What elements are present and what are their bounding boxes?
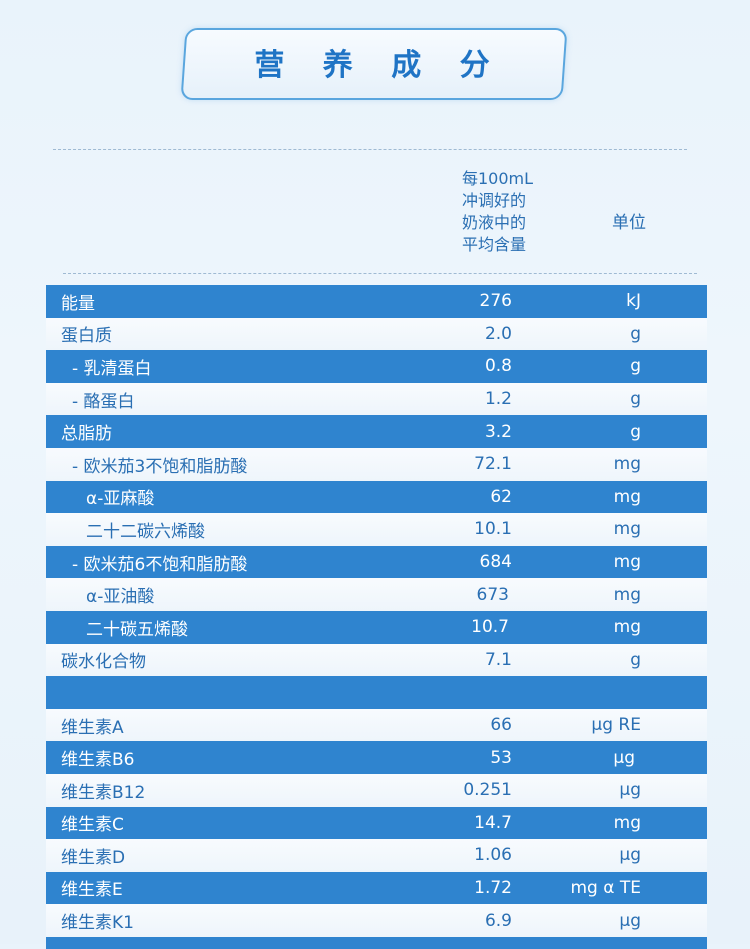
table-row: - 欧米茄6不饱和脂肪酸 684 mg — [46, 545, 707, 579]
nutrient-value: 10.7 — [471, 617, 509, 638]
nutrient-value: 673 — [476, 584, 509, 605]
nutrient-unit: g — [630, 323, 641, 344]
nutrient-name: 蛋白质 — [61, 326, 112, 347]
nutrient-name: - 酪蛋白 — [72, 391, 135, 412]
nutrient-unit: μg — [619, 910, 641, 931]
nutrient-name: 维生素K1 — [61, 913, 134, 934]
nutrient-value: 2.0 — [484, 323, 512, 344]
nutrient-unit: μg — [619, 780, 641, 801]
table-row: α-亚油酸 673 mg — [46, 578, 707, 611]
table-row: 二十二碳六烯酸 10.1 mg — [46, 513, 707, 546]
nutrient-value: 1.72 — [474, 877, 512, 898]
nutrient-name: 维生素E — [61, 880, 123, 901]
table-row: - 酪蛋白 1.2 g — [46, 382, 707, 416]
nutrient-name: α-亚麻酸 — [86, 489, 155, 510]
nutrient-value: 0.8 — [484, 356, 512, 377]
amount-column-header: 每100mL 冲调好的 奶液中的 平均含量 — [462, 168, 562, 256]
divider-top — [53, 149, 687, 150]
amount-header-line: 每100mL — [462, 169, 534, 188]
nutrient-value: 53 — [490, 747, 512, 768]
table-row: 维生素D 1.06 μg — [46, 839, 707, 872]
table-row: 二十碳五烯酸 10.7 mg — [46, 610, 707, 644]
nutrient-unit: mg — [613, 617, 641, 638]
nutrient-value: 10.1 — [474, 519, 512, 540]
nutrient-name: 维生素B12 — [61, 782, 146, 803]
unit-column-header: 单位 — [612, 213, 646, 233]
nutrient-name: 总脂肪 — [61, 424, 112, 445]
amount-header-line: 平均含量 — [462, 235, 527, 254]
table-row-partial — [46, 936, 707, 949]
table-row: 蛋白质 2.0 g — [46, 317, 707, 351]
table-row: 维生素B6 53 μg — [46, 741, 707, 774]
nutrient-value: 66 — [490, 715, 512, 736]
nutrient-unit: mg — [613, 519, 641, 540]
nutrient-value: 62 — [490, 486, 512, 507]
divider-header — [63, 273, 697, 274]
table-row: - 欧米茄3不饱和脂肪酸 72.1 mg — [46, 447, 707, 481]
nutrient-unit: mg — [613, 584, 641, 605]
nutrient-value: 3.2 — [484, 421, 512, 442]
nutrient-value: 14.7 — [474, 812, 512, 833]
nutrient-value: 7.1 — [484, 649, 512, 670]
nutrient-name: 碳水化合物 — [61, 652, 146, 673]
table-row: α-亚麻酸 62 mg — [46, 480, 707, 514]
table-row: 维生素K1 6.9 μg — [46, 904, 707, 937]
table-row: 维生素B12 0.251 μg — [46, 773, 707, 807]
nutrient-unit: g — [630, 421, 641, 442]
nutrient-name: - 欧米茄3不饱和脂肪酸 — [72, 456, 248, 477]
nutrition-table: 能量 276 kJ 蛋白质 2.0 g - 乳清蛋白 0.8 g - 酪蛋白 1… — [46, 285, 707, 949]
nutrient-unit: g — [630, 649, 641, 670]
table-row: 总脂肪 3.2 g — [46, 415, 707, 448]
nutrient-name: 二十碳五烯酸 — [86, 619, 188, 640]
nutrient-unit: mg — [613, 486, 641, 507]
nutrient-unit: mg — [613, 454, 641, 475]
nutrient-name: - 乳清蛋白 — [72, 358, 152, 379]
nutrient-name: α-亚油酸 — [86, 587, 155, 608]
nutrient-name: - 欧米茄6不饱和脂肪酸 — [72, 554, 248, 575]
nutrient-unit: g — [630, 389, 641, 410]
nutrient-name: 二十二碳六烯酸 — [86, 521, 205, 542]
nutrient-name: 维生素C — [61, 815, 124, 836]
nutrient-name: 维生素D — [61, 847, 126, 868]
nutrient-value: 72.1 — [474, 454, 512, 475]
nutrient-unit: mg — [613, 812, 641, 833]
nutrient-unit: kJ — [626, 291, 641, 312]
table-row: 碳水化合物 7.1 g — [46, 643, 707, 677]
nutrient-value: 0.251 — [463, 780, 512, 801]
nutrient-name: 维生素B6 — [61, 750, 135, 771]
nutrient-unit: mg — [613, 552, 641, 573]
nutrient-value: 1.06 — [474, 845, 512, 866]
nutrient-unit: μg RE — [591, 715, 641, 736]
table-row: 维生素E 1.72 mg α TE — [46, 871, 707, 905]
nutrient-unit: μg — [619, 845, 641, 866]
amount-header-line: 奶液中的 — [462, 213, 527, 232]
nutrient-unit: μg — [613, 747, 635, 768]
nutrient-value: 1.2 — [484, 389, 512, 410]
nutrient-unit: mg α TE — [570, 877, 642, 898]
page-title: 营 养 成 分 — [254, 48, 504, 83]
nutrient-value: 6.9 — [484, 910, 512, 931]
nutrient-name: 维生素A — [61, 717, 124, 738]
nutrient-value: 276 — [479, 291, 512, 312]
nutrient-unit: g — [630, 356, 641, 377]
table-row: - 乳清蛋白 0.8 g — [46, 350, 707, 383]
nutrient-name: 能量 — [61, 293, 95, 314]
table-row-blank — [46, 676, 707, 709]
nutrient-value: 684 — [479, 552, 512, 573]
table-row: 维生素C 14.7 mg — [46, 806, 707, 840]
table-row: 能量 276 kJ — [46, 285, 707, 318]
table-row: 维生素A 66 μg RE — [46, 708, 707, 742]
amount-header-line: 冲调好的 — [462, 191, 527, 210]
